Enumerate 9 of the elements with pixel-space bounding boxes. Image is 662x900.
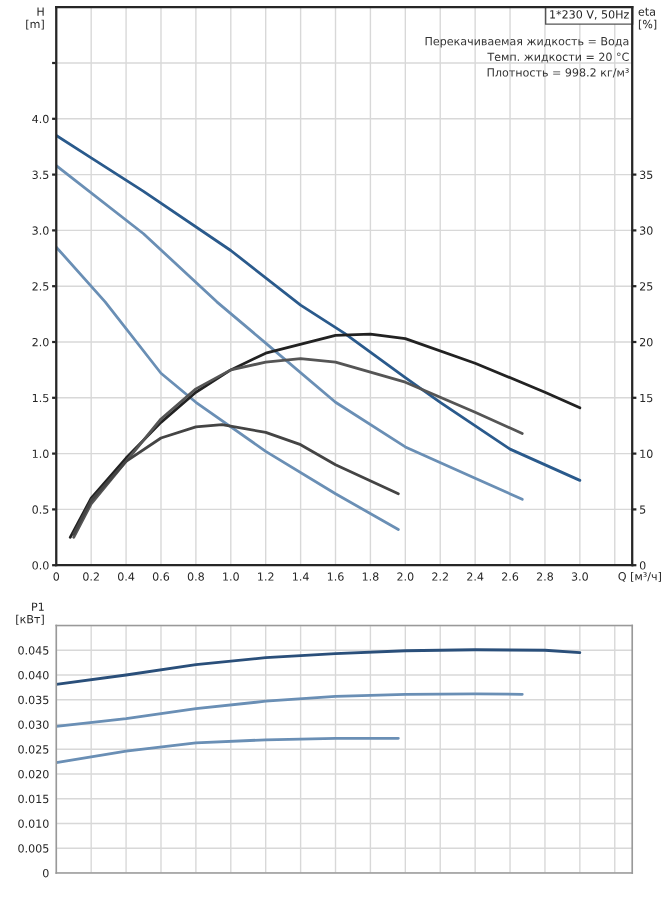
- line-series: [56, 134, 582, 482]
- line-series: [56, 692, 524, 728]
- line-series: [56, 648, 582, 686]
- line-series: [72, 357, 524, 539]
- line-series: [56, 245, 400, 531]
- line-series: [68, 332, 582, 539]
- line-series: [72, 423, 400, 536]
- line-series: [56, 736, 400, 764]
- line-series: [56, 164, 524, 501]
